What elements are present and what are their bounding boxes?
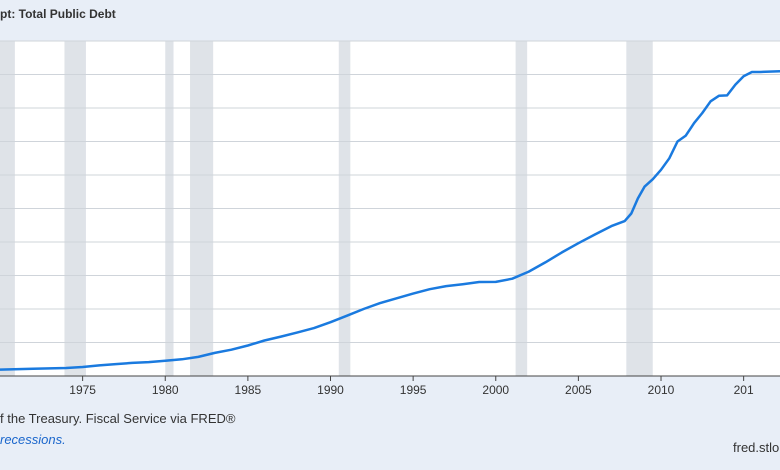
- source-text: f the Treasury. Fiscal Service via FRED®: [0, 411, 236, 426]
- x-tick-label: 1995: [400, 383, 427, 397]
- x-tick-label: 1975: [69, 383, 96, 397]
- x-tick-label: 1980: [152, 383, 179, 397]
- x-tick-label: 2010: [648, 383, 675, 397]
- series-line-0: [0, 69, 780, 371]
- x-tick-label: 1990: [317, 383, 344, 397]
- x-tick-label: 201: [734, 383, 754, 397]
- x-tick-label: 2005: [565, 383, 592, 397]
- site-url: fred.stlo: [733, 440, 780, 455]
- chart-title: pt: Total Public Debt: [0, 7, 116, 21]
- x-tick-label: 2000: [482, 383, 509, 397]
- recessions-link[interactable]: recessions.: [0, 432, 66, 447]
- series-group: [0, 69, 780, 371]
- gridlines: [0, 40, 780, 343]
- x-axis-ticks: 1975 1980 1985 1990 1995 2000 2005 2010 201: [69, 376, 754, 397]
- x-tick-label: 1985: [235, 383, 262, 397]
